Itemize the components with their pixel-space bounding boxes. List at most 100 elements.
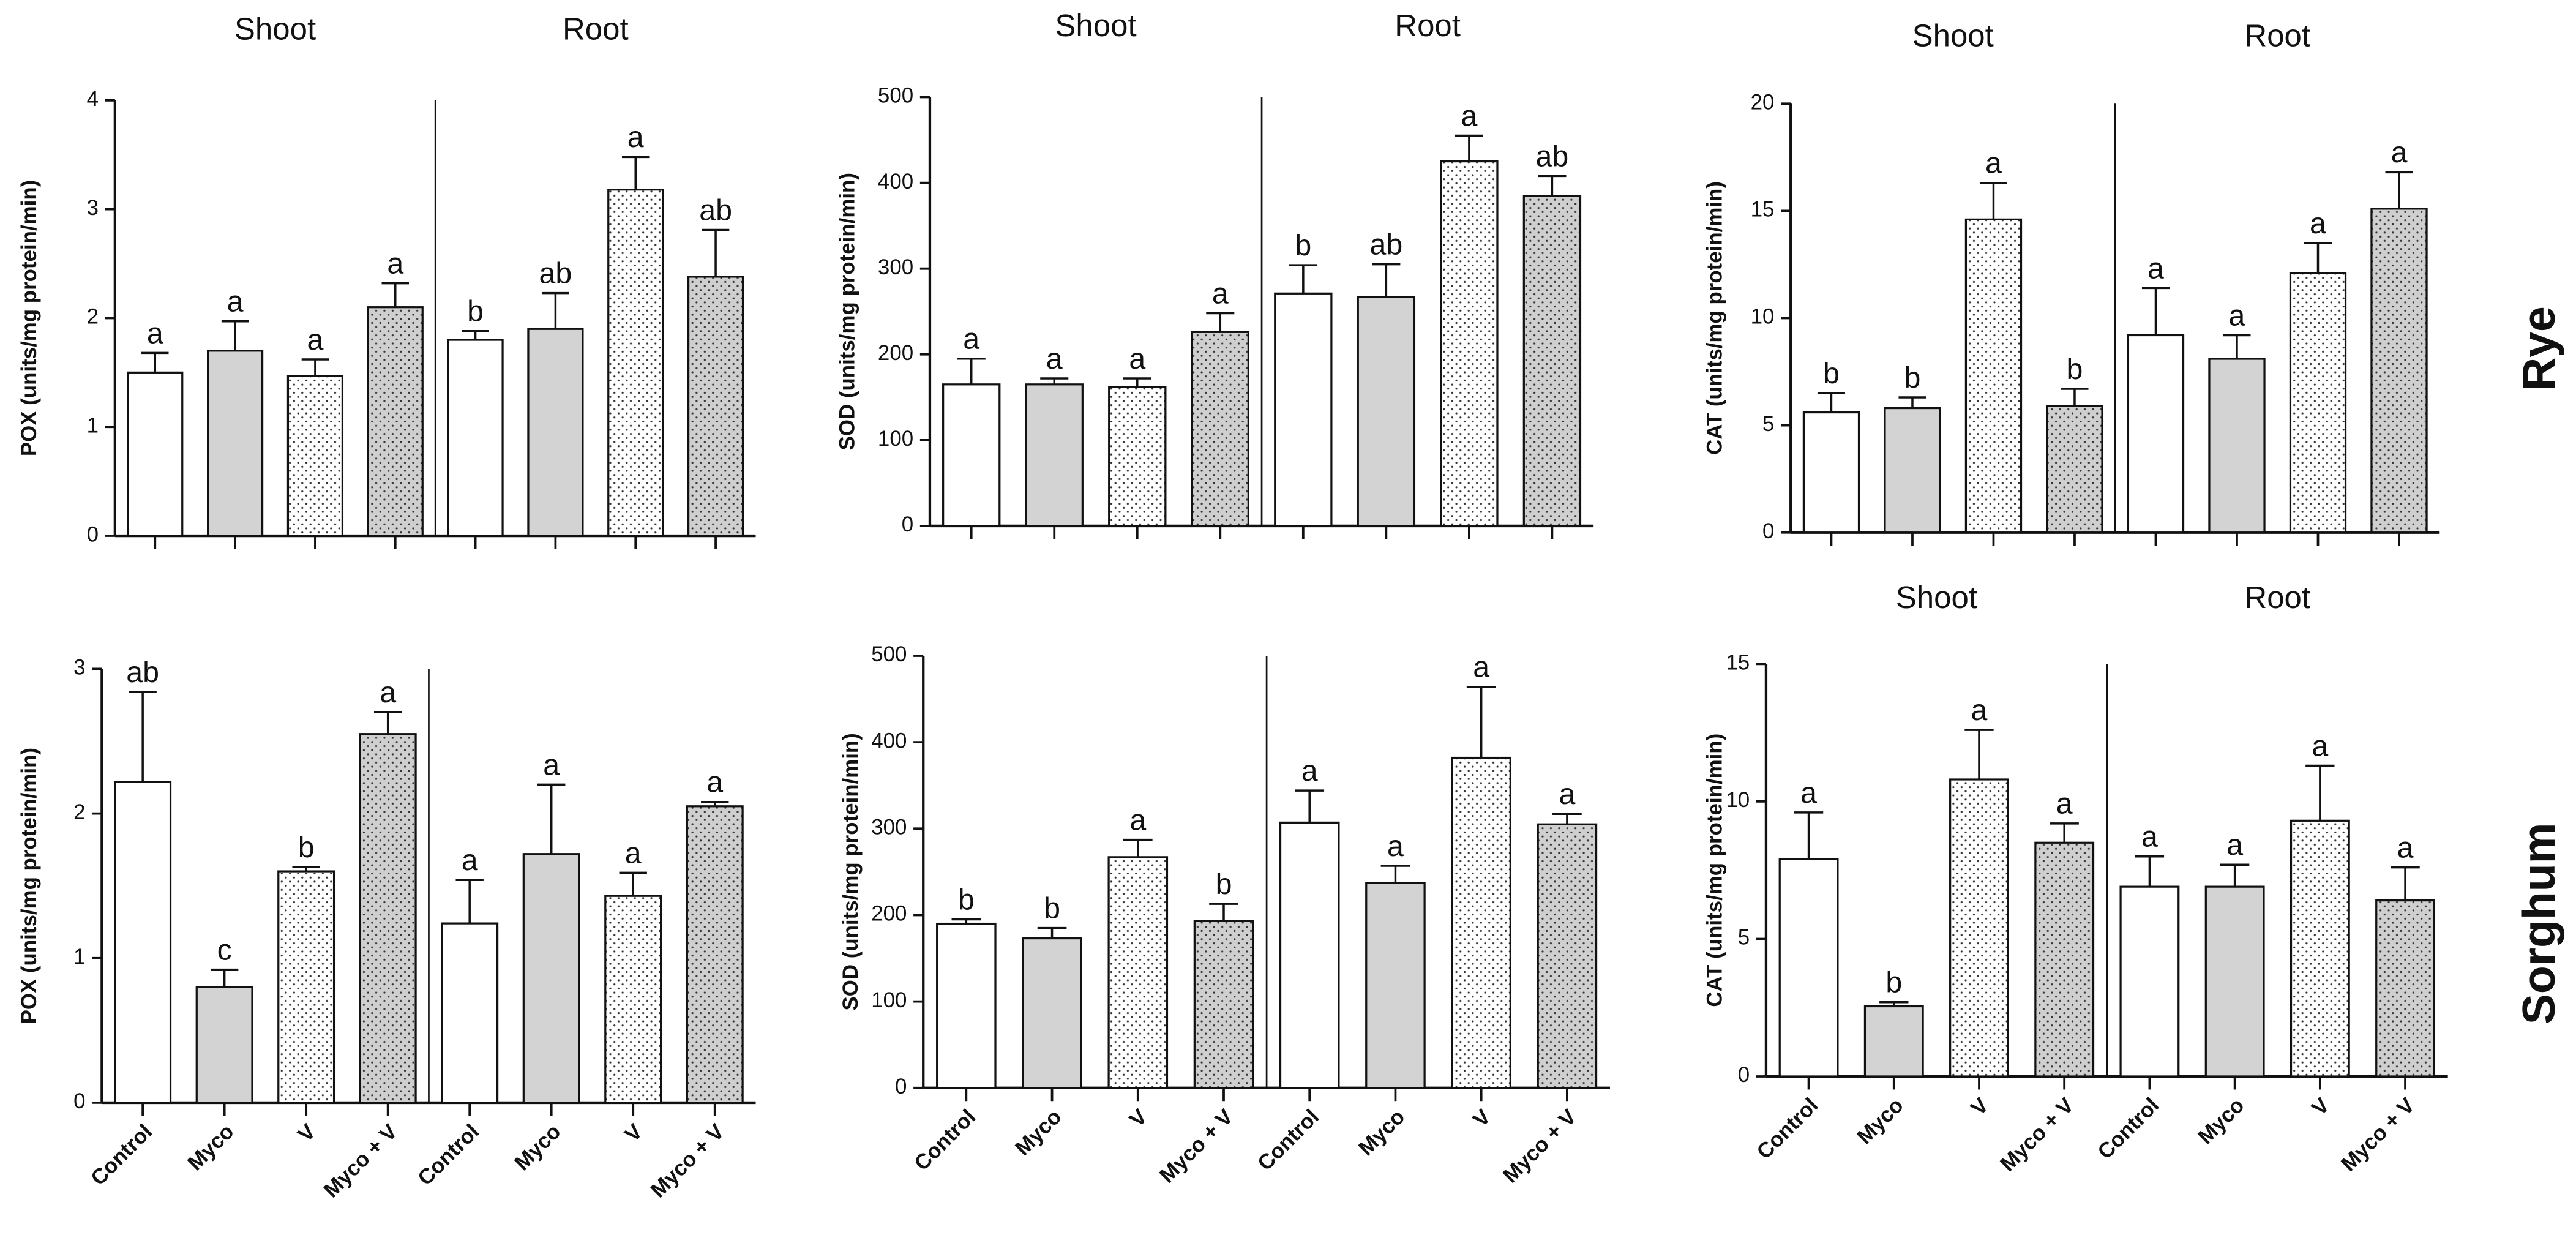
significance-letter: a: [2147, 252, 2164, 285]
bar: [2204, 885, 2265, 1078]
y-tick-label: 20: [1751, 90, 1775, 114]
y-axis-label: CAT (units/mg protein/min): [1702, 181, 1726, 455]
y-tick-label: 2: [73, 800, 85, 824]
significance-letter: b: [2067, 353, 2083, 386]
significance-letter: a: [307, 323, 323, 356]
bar: [1357, 296, 1416, 527]
significance-letter: a: [2397, 832, 2414, 865]
bar: [277, 870, 335, 1104]
bar: [1863, 1005, 1924, 1078]
bar: [1365, 882, 1426, 1089]
bar: [686, 805, 744, 1104]
significance-letter: ab: [126, 656, 159, 689]
y-tick-label: 5: [1738, 926, 1750, 950]
y-tick-label: 300: [878, 255, 913, 279]
bar: [1537, 823, 1598, 1089]
x-tick-label: Myco + V: [1155, 1105, 1238, 1188]
x-tick-label: Myco: [2193, 1094, 2249, 1149]
group-label: Root: [2244, 18, 2310, 53]
significance-letter: b: [958, 883, 975, 916]
x-tick-label: Control: [910, 1105, 980, 1175]
group-label: Shoot: [234, 12, 316, 47]
x-tick-label: Myco + V: [646, 1119, 729, 1203]
bar: [1022, 937, 1082, 1089]
significance-letter: a: [963, 323, 979, 356]
bar: [367, 306, 424, 537]
bar: [2034, 841, 2095, 1078]
significance-letter: a: [706, 766, 723, 799]
bar: [607, 189, 664, 537]
y-tick-label: 500: [878, 84, 913, 108]
significance-letter: a: [2226, 828, 2243, 862]
significance-letter: a: [2310, 207, 2326, 240]
y-tick-label: 3: [73, 656, 85, 680]
significance-letter: b: [467, 295, 484, 328]
y-axis-label: SOD (units/mg protein/min): [839, 733, 863, 1010]
x-tick-label: Myco + V: [319, 1119, 402, 1203]
significance-letter: a: [1971, 694, 1988, 727]
significance-letter: a: [1301, 754, 1318, 787]
significance-letter: c: [217, 934, 232, 967]
significance-letter: ab: [1369, 228, 1402, 261]
y-axis-label: SOD (units/mg protein/min): [836, 173, 859, 450]
significance-letter: a: [2391, 136, 2408, 169]
bar: [1191, 331, 1249, 527]
bar: [2208, 358, 2266, 534]
bar: [2290, 819, 2350, 1078]
bar: [936, 922, 997, 1089]
y-tick-label: 0: [1762, 519, 1774, 543]
significance-letter: b: [1216, 868, 1232, 901]
y-tick-label: 200: [871, 902, 907, 926]
bar: [2127, 334, 2185, 534]
bar: [441, 922, 499, 1104]
significance-letter: a: [1046, 342, 1063, 375]
y-tick-label: 3: [87, 196, 99, 220]
group-label: Root: [1395, 8, 1461, 43]
significance-letter: a: [627, 121, 644, 154]
significance-letter: a: [2229, 299, 2245, 332]
y-tick-label: 100: [878, 427, 913, 451]
x-tick-label: V: [293, 1119, 321, 1147]
bar: [1107, 856, 1169, 1089]
bar: [687, 276, 744, 537]
x-tick-label: V: [620, 1119, 648, 1147]
y-axis-label: CAT (units/mg protein/min): [1702, 734, 1726, 1007]
y-axis-label: POX (units/mg protein/min): [17, 748, 41, 1024]
x-tick-label: Myco: [1011, 1105, 1066, 1160]
significance-letter: b: [1904, 361, 1921, 394]
y-tick-label: 15: [1751, 198, 1775, 222]
significance-letter: b: [1823, 357, 1840, 390]
bar: [286, 375, 344, 537]
y-tick-label: 4: [87, 87, 99, 111]
bar: [1279, 821, 1340, 1089]
significance-letter: a: [1800, 776, 1817, 809]
y-tick-label: 1: [73, 945, 85, 969]
significance-letter: a: [147, 317, 163, 350]
row-label: Sorghum: [2513, 823, 2564, 1025]
bar: [1802, 411, 1860, 534]
significance-letter: ab: [699, 193, 732, 227]
x-tick-label: Myco: [1852, 1094, 1908, 1149]
bar: [1964, 218, 2023, 534]
significance-letter: a: [1461, 99, 1477, 132]
bar: [1949, 778, 2009, 1078]
significance-letter: a: [2141, 820, 2158, 854]
bar: [195, 986, 253, 1104]
y-tick-label: 1: [87, 413, 99, 437]
significance-letter: a: [2312, 729, 2328, 762]
x-tick-label: V: [1966, 1093, 1994, 1121]
bar: [942, 383, 1001, 527]
bar: [207, 350, 264, 537]
bar: [1108, 386, 1167, 527]
group-label: Shoot: [1912, 18, 1994, 53]
significance-letter: ab: [539, 257, 572, 290]
bar: [1522, 195, 1582, 527]
y-tick-label: 10: [1726, 788, 1750, 812]
bar: [1451, 756, 1511, 1089]
y-tick-label: 15: [1726, 651, 1750, 675]
significance-letter: a: [2056, 787, 2073, 820]
y-tick-label: 100: [871, 988, 907, 1012]
significance-letter: a: [1212, 277, 1229, 310]
y-tick-label: 0: [1738, 1063, 1750, 1087]
